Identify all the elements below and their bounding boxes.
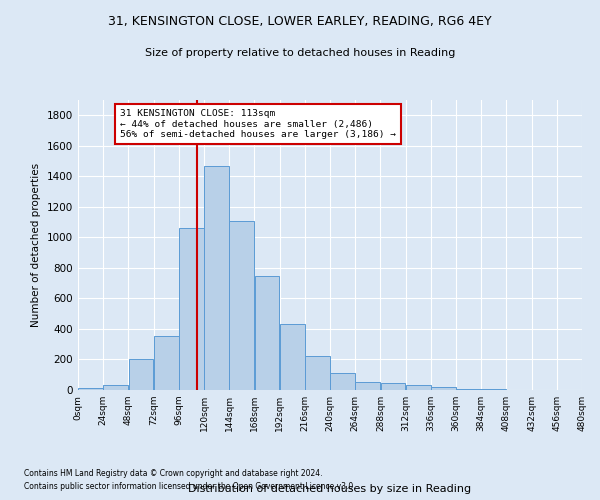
Text: Contains public sector information licensed under the Open Government Licence v3: Contains public sector information licen… bbox=[24, 482, 356, 491]
Y-axis label: Number of detached properties: Number of detached properties bbox=[31, 163, 41, 327]
Bar bbox=[305, 356, 330, 390]
Bar bbox=[330, 373, 355, 390]
Text: Size of property relative to detached houses in Reading: Size of property relative to detached ho… bbox=[145, 48, 455, 58]
Bar bbox=[406, 386, 431, 390]
Text: 31, KENSINGTON CLOSE, LOWER EARLEY, READING, RG6 4EY: 31, KENSINGTON CLOSE, LOWER EARLEY, READ… bbox=[108, 15, 492, 28]
Bar bbox=[128, 360, 154, 390]
Bar bbox=[481, 389, 506, 390]
Bar bbox=[204, 166, 229, 390]
Bar bbox=[78, 388, 103, 390]
Text: 31 KENSINGTON CLOSE: 113sqm
← 44% of detached houses are smaller (2,486)
56% of : 31 KENSINGTON CLOSE: 113sqm ← 44% of det… bbox=[120, 109, 396, 139]
Bar bbox=[254, 276, 280, 390]
Bar bbox=[179, 228, 204, 390]
X-axis label: Distribution of detached houses by size in Reading: Distribution of detached houses by size … bbox=[188, 484, 472, 494]
Bar bbox=[103, 384, 128, 390]
Bar bbox=[229, 220, 254, 390]
Bar bbox=[280, 324, 305, 390]
Text: Contains HM Land Registry data © Crown copyright and database right 2024.: Contains HM Land Registry data © Crown c… bbox=[24, 468, 323, 477]
Bar bbox=[431, 387, 456, 390]
Bar bbox=[355, 382, 380, 390]
Bar bbox=[456, 389, 481, 390]
Bar bbox=[380, 383, 406, 390]
Bar bbox=[154, 336, 179, 390]
